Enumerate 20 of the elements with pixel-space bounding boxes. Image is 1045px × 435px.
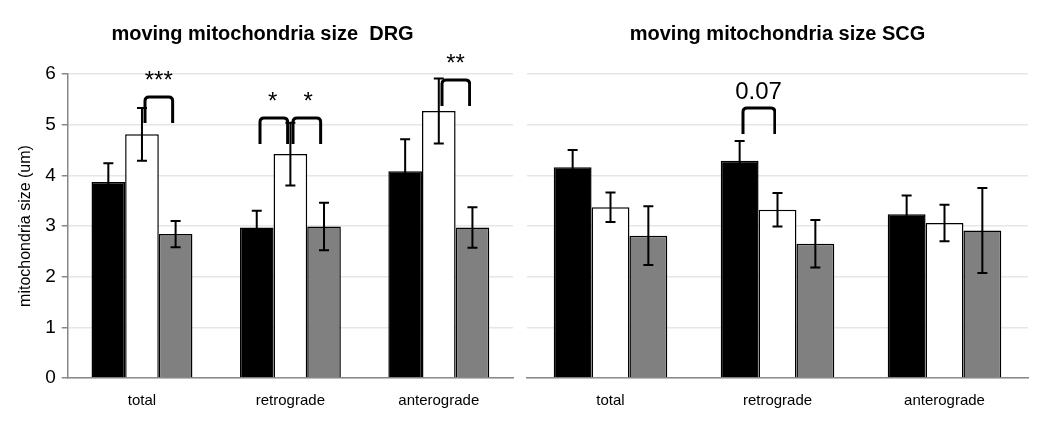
- y-tick-label: 3: [45, 214, 56, 236]
- x-tick-label: retrograde: [255, 391, 325, 409]
- x-tick-label: total: [596, 391, 625, 409]
- x-tick-label: retrograde: [742, 391, 813, 409]
- annotation: 0.07: [735, 77, 782, 105]
- y-tick-label: 5: [45, 112, 56, 134]
- y-axis-title: mitochondria size (um): [16, 145, 34, 307]
- chart-title: moving mitochondria size DRG: [111, 21, 414, 44]
- x-tick-label: anterograde: [904, 391, 985, 409]
- y-tick-label: 0: [45, 366, 56, 388]
- x-tick-label: anterograde: [398, 391, 480, 409]
- annotation: ***: [144, 66, 173, 94]
- chart-title: moving mitochondria size SCG: [629, 21, 926, 44]
- y-tick-label: 4: [45, 163, 57, 185]
- annotation: * *: [267, 86, 313, 114]
- annotation: **: [446, 48, 465, 76]
- y-tick-label: 6: [45, 62, 56, 84]
- y-tick-label: 2: [45, 264, 56, 286]
- x-tick-label: total: [127, 391, 157, 409]
- y-tick-label: 1: [45, 315, 56, 337]
